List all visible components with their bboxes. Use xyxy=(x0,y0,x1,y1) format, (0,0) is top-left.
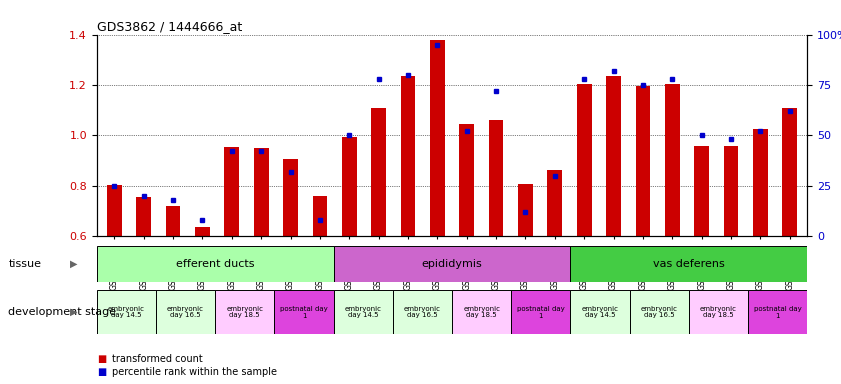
Bar xyxy=(753,129,768,236)
Text: embryonic
day 18.5: embryonic day 18.5 xyxy=(226,306,263,318)
Bar xyxy=(371,108,386,236)
Text: development stage: development stage xyxy=(8,307,117,317)
Bar xyxy=(342,137,357,236)
Bar xyxy=(334,246,570,282)
Bar xyxy=(689,290,748,334)
Text: ▶: ▶ xyxy=(71,307,77,317)
Bar xyxy=(430,40,445,236)
Bar xyxy=(97,290,156,334)
Bar xyxy=(518,184,533,236)
Text: ■: ■ xyxy=(97,367,106,377)
Bar xyxy=(630,290,689,334)
Text: percentile rank within the sample: percentile rank within the sample xyxy=(112,367,277,377)
Text: GDS3862 / 1444666_at: GDS3862 / 1444666_at xyxy=(97,20,242,33)
Bar xyxy=(577,84,591,236)
Bar xyxy=(570,246,807,282)
Bar xyxy=(459,124,474,236)
Text: tissue: tissue xyxy=(8,259,41,269)
Bar xyxy=(166,207,181,236)
Bar xyxy=(452,290,511,334)
Text: transformed count: transformed count xyxy=(112,354,203,364)
Text: vas deferens: vas deferens xyxy=(653,259,725,269)
Bar xyxy=(606,76,621,236)
Bar xyxy=(313,196,327,236)
Bar xyxy=(400,76,415,236)
Bar xyxy=(334,290,393,334)
Text: postnatal day
1: postnatal day 1 xyxy=(280,306,328,318)
Text: ▶: ▶ xyxy=(71,259,77,269)
Bar xyxy=(195,227,209,236)
Text: efferent ducts: efferent ducts xyxy=(176,259,255,269)
Bar xyxy=(665,84,680,236)
Bar xyxy=(695,146,709,236)
Bar xyxy=(748,290,807,334)
Bar xyxy=(782,108,797,236)
Text: postnatal day
1: postnatal day 1 xyxy=(754,306,801,318)
Bar xyxy=(225,147,239,236)
Bar xyxy=(511,290,570,334)
Bar xyxy=(107,185,122,236)
Text: embryonic
day 14.5: embryonic day 14.5 xyxy=(108,306,145,318)
Bar xyxy=(636,86,650,236)
Bar xyxy=(254,148,268,236)
Text: postnatal day
1: postnatal day 1 xyxy=(517,306,565,318)
Bar xyxy=(97,246,334,282)
Bar xyxy=(215,290,274,334)
Text: embryonic
day 18.5: embryonic day 18.5 xyxy=(463,306,500,318)
Text: embryonic
day 18.5: embryonic day 18.5 xyxy=(700,306,737,318)
Text: embryonic
day 14.5: embryonic day 14.5 xyxy=(345,306,382,318)
Text: epididymis: epididymis xyxy=(421,259,483,269)
Bar xyxy=(136,197,151,236)
Text: embryonic
day 14.5: embryonic day 14.5 xyxy=(582,306,619,318)
Bar xyxy=(393,290,452,334)
Bar xyxy=(274,290,334,334)
Text: embryonic
day 16.5: embryonic day 16.5 xyxy=(641,306,678,318)
Bar xyxy=(723,146,738,236)
Bar xyxy=(283,159,298,236)
Bar xyxy=(156,290,215,334)
Text: embryonic
day 16.5: embryonic day 16.5 xyxy=(404,306,441,318)
Bar xyxy=(547,170,562,236)
Bar xyxy=(489,120,504,236)
Text: ■: ■ xyxy=(97,354,106,364)
Text: embryonic
day 16.5: embryonic day 16.5 xyxy=(167,306,204,318)
Bar xyxy=(570,290,630,334)
